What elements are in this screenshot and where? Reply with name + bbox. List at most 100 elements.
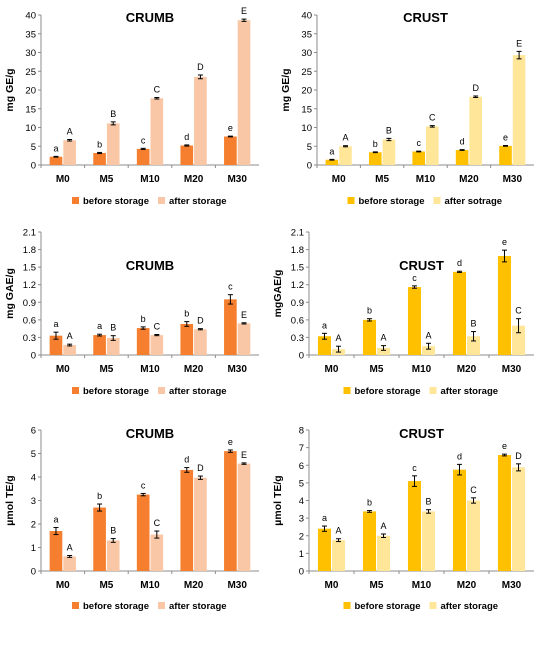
legend-swatch-after [158, 602, 165, 609]
y-tick-label: 35 [301, 29, 312, 40]
significance-letter: a [322, 320, 327, 330]
significance-letter: C [154, 518, 161, 528]
significance-letter: e [228, 123, 233, 133]
bar-after-M20 [467, 500, 481, 571]
legend-label: before storage [83, 196, 149, 207]
x-tick-label: M30 [502, 580, 522, 591]
bar-after-M0 [63, 140, 76, 165]
y-tick-label: 0 [299, 351, 304, 362]
y-axis-label: µmol TE/g [272, 475, 284, 525]
y-tick-label: 1 [31, 543, 36, 554]
y-axis-label: mgGAE/g [272, 270, 284, 318]
significance-letter: d [184, 455, 189, 465]
y-tick-label: 1.2 [23, 280, 36, 291]
bar-after-M20 [467, 336, 481, 355]
legend-swatch-before [72, 387, 79, 394]
x-tick-label: M30 [227, 580, 247, 591]
significance-letter: E [241, 6, 247, 16]
significance-letter: b [97, 139, 102, 149]
x-tick-label: M10 [412, 364, 432, 375]
legend-swatch-after [429, 387, 437, 394]
significance-letter: a [53, 143, 58, 153]
y-tick-label: 10 [301, 123, 312, 134]
y-tick-label: 35 [25, 29, 36, 40]
significance-letter: b [141, 314, 146, 324]
legend-label: after storage [441, 601, 499, 612]
bar-before-M10 [136, 328, 150, 355]
y-tick-label: 3 [299, 514, 304, 525]
y-tick-label: 40 [25, 11, 36, 22]
y-tick-label: 2 [31, 520, 36, 531]
significance-letter: D [472, 83, 479, 93]
y-tick-label: 25 [25, 67, 36, 78]
x-tick-label: M20 [184, 174, 204, 185]
bar-after-M5 [382, 139, 396, 165]
significance-letter: d [457, 258, 462, 268]
legend-label: after storage [169, 601, 227, 612]
legend-label: after sotrage [445, 196, 503, 207]
bar-after-M30 [512, 55, 526, 165]
bar-before-M5 [93, 153, 106, 165]
significance-letter: C [154, 322, 161, 332]
bar-before-M20 [180, 323, 194, 355]
bar-before-M20 [455, 150, 469, 165]
significance-letter: A [381, 333, 387, 343]
significance-letter: A [426, 330, 432, 340]
x-tick-label: M5 [375, 174, 389, 185]
bar-after-M5 [377, 535, 391, 571]
x-tick-label: M30 [227, 174, 247, 185]
significance-letter: c [412, 463, 417, 473]
bar-before-M0 [317, 528, 331, 571]
significance-letter: C [429, 113, 436, 123]
legend-swatch-before [343, 602, 351, 609]
x-tick-label: M10 [416, 174, 436, 185]
bar-after-M0 [63, 556, 76, 571]
significance-letter: a [53, 515, 58, 525]
x-tick-label: M10 [140, 580, 160, 591]
x-tick-label: M20 [184, 580, 204, 591]
significance-letter: A [67, 542, 73, 552]
bar-after-M5 [106, 123, 120, 165]
bar-after-M10 [422, 511, 436, 571]
y-axis-label: µmol TE/g [4, 475, 16, 525]
bar-before-M5 [369, 152, 382, 165]
y-tick-label: 6 [299, 461, 304, 472]
x-tick-label: M0 [56, 174, 70, 185]
legend-swatch-after [429, 602, 437, 609]
bar-after-M20 [194, 477, 207, 571]
bar-after-M0 [332, 540, 346, 571]
y-tick-label: 25 [301, 67, 312, 78]
bar-before-M20 [180, 145, 194, 165]
bar-before-M5 [362, 319, 376, 355]
chart-panel-4: CRUST mgGAE/g 0 0.3 0.6 0.9 1.2 1.5 1.8 2.1 M0 M5 M1… [272, 228, 534, 397]
y-tick-label: 15 [25, 104, 36, 115]
chart-title: CRUMB [126, 258, 174, 273]
legend-swatch-after [158, 387, 165, 394]
y-tick-label: 5 [307, 142, 312, 153]
bar-after-M5 [106, 338, 120, 355]
y-axis-label: mg GE/g [280, 68, 292, 111]
y-tick-label: 3 [31, 496, 36, 507]
significance-letter: A [67, 331, 73, 341]
bar-after-M20 [469, 96, 482, 165]
y-tick-label: 0.6 [23, 315, 36, 326]
significance-letter: d [184, 132, 189, 142]
legend-swatch-before [347, 197, 355, 204]
significance-letter: E [241, 450, 247, 460]
y-tick-label: 0 [299, 567, 304, 578]
y-tick-label: 2 [299, 531, 304, 542]
significance-letter: E [516, 38, 522, 48]
legend-label: after storage [169, 196, 227, 207]
bar-before-M30 [224, 136, 237, 165]
legend-swatch-before [72, 197, 79, 204]
significance-letter: A [336, 333, 342, 343]
y-tick-label: 0 [307, 161, 312, 172]
significance-letter: e [503, 133, 508, 143]
significance-letter: B [110, 323, 116, 333]
y-tick-label: 2.1 [23, 228, 36, 239]
bar-after-M10 [426, 126, 439, 165]
significance-letter: b [367, 498, 372, 508]
bar-before-M20 [452, 469, 466, 571]
significance-letter: b [373, 139, 378, 149]
x-tick-label: M10 [140, 174, 160, 185]
